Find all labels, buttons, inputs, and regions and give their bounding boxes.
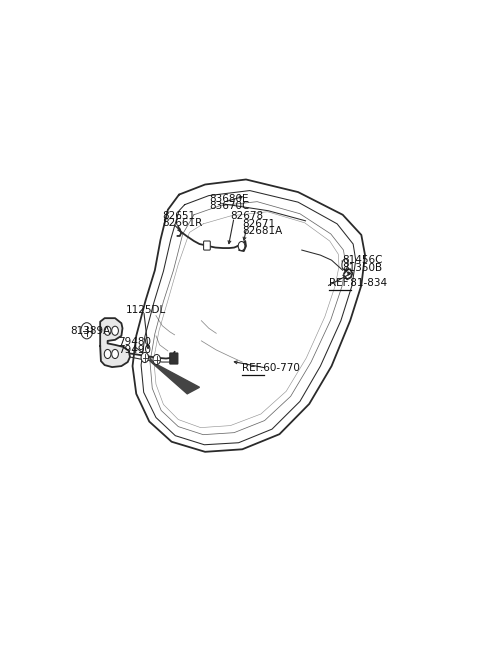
Text: 79480: 79480	[118, 337, 151, 347]
Text: 82651: 82651	[162, 211, 195, 221]
Text: 82671: 82671	[242, 219, 276, 229]
Circle shape	[81, 323, 93, 339]
Polygon shape	[100, 318, 130, 367]
Ellipse shape	[342, 259, 348, 270]
Text: REF.60-770: REF.60-770	[241, 363, 300, 373]
Text: 81389A: 81389A	[71, 326, 111, 336]
Text: 82681A: 82681A	[242, 226, 283, 236]
Polygon shape	[150, 357, 200, 394]
Text: 81456C: 81456C	[343, 255, 383, 265]
Text: 1125DL: 1125DL	[126, 305, 167, 314]
Circle shape	[153, 354, 160, 365]
Text: 83680E: 83680E	[209, 194, 248, 204]
Circle shape	[104, 326, 111, 335]
Circle shape	[112, 349, 119, 358]
Circle shape	[141, 352, 148, 363]
Text: 82661R: 82661R	[162, 218, 203, 228]
Circle shape	[104, 349, 111, 358]
Circle shape	[112, 326, 119, 335]
FancyBboxPatch shape	[204, 241, 210, 250]
Text: 83670C: 83670C	[209, 200, 249, 211]
Text: 79490: 79490	[118, 345, 151, 355]
Text: REF.81-834: REF.81-834	[329, 278, 387, 288]
Circle shape	[238, 242, 245, 251]
FancyBboxPatch shape	[170, 353, 178, 364]
Text: 82678: 82678	[230, 211, 264, 221]
Text: 81350B: 81350B	[343, 263, 383, 273]
